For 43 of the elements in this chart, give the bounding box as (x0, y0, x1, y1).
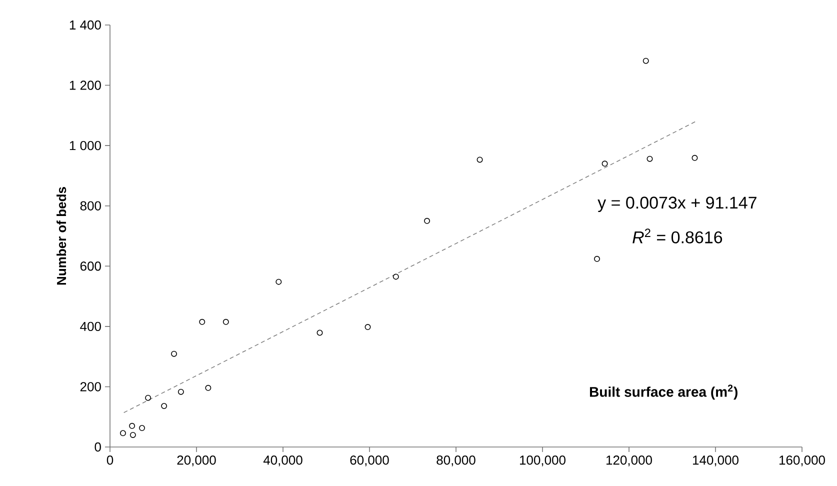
y-axis-title: Number of beds (56, 187, 66, 285)
y-tick-label: 200 (80, 382, 101, 392)
x-tick-label: 40,000 (263, 456, 302, 466)
point (161, 403, 168, 410)
point (392, 274, 399, 280)
point (205, 384, 212, 391)
annotation: y = 0.0073x + 91.147 (598, 196, 756, 212)
x-tick-label: 0 (106, 456, 114, 465)
point (178, 388, 184, 395)
annotation: R$^{2}$ = 0.8616 (632, 228, 722, 244)
point (602, 160, 608, 167)
point (120, 430, 126, 436)
y-tick-label: 1 200 (70, 80, 101, 90)
point (129, 422, 136, 429)
x-tick-label: 60,000 (350, 456, 389, 466)
y-tick-label: 600 (80, 262, 101, 271)
point (594, 256, 600, 262)
x-tick-label: 20,000 (177, 456, 216, 466)
point (130, 432, 136, 438)
x-tick-label: 140,000 (692, 456, 738, 466)
point (646, 156, 653, 162)
point (642, 58, 649, 64)
point (424, 218, 430, 224)
point (476, 156, 483, 163)
point (316, 330, 323, 336)
point (692, 154, 698, 161)
x-tick-label: 80,000 (436, 456, 476, 466)
point (171, 350, 178, 357)
x-tick-label: 100,000 (520, 456, 566, 466)
y-tick-label: 1 000 (70, 140, 101, 150)
x-axis-title: Built surface area (m$^{2}$) (590, 384, 738, 400)
point (276, 278, 282, 285)
point (222, 318, 229, 325)
y-tick-label: 400 (80, 322, 101, 332)
x-tick-label: 160,000 (780, 456, 825, 466)
y-tick-label: 0 (94, 442, 101, 452)
x-tick-label: 120,000 (606, 456, 652, 466)
point (139, 425, 146, 432)
point (199, 318, 206, 325)
y-tick-label: 1 400 (70, 20, 101, 30)
point (364, 324, 371, 330)
y-tick-label: 800 (80, 201, 101, 210)
point (145, 394, 152, 401)
